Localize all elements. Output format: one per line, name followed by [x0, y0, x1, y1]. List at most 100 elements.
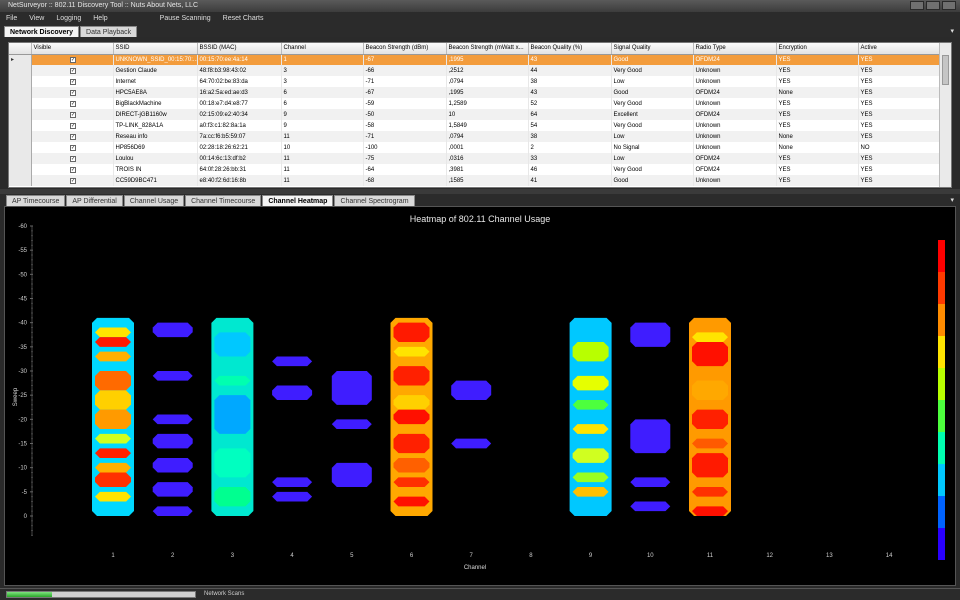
row-header[interactable]	[9, 164, 32, 175]
col-active[interactable]: Active	[858, 43, 941, 55]
table-row[interactable]: ✓ Loulou 00:14:6c:13:df:b2 11 -75,0316 33 Low O…	[9, 153, 941, 164]
col-radio-type[interactable]: Radio Type	[693, 43, 777, 55]
cell-active: YES	[858, 54, 941, 65]
scale-swatch	[938, 304, 945, 336]
cell-active: YES	[858, 87, 941, 98]
heatmap-cell-ch1	[95, 448, 131, 458]
table-row[interactable]: ✓ Gestion Claude 48:f8:b3:98:43:02 3 -66,251…	[9, 65, 941, 76]
visible-checkbox[interactable]: ✓	[31, 131, 114, 142]
visible-checkbox[interactable]: ✓	[31, 109, 114, 120]
row-header[interactable]	[9, 109, 32, 120]
checkbox[interactable]: ✓	[70, 133, 76, 140]
row-header[interactable]	[9, 65, 32, 76]
tab-data-playback[interactable]: Data Playback	[80, 26, 138, 37]
col-beacon-dbm[interactable]: Beacon Strength (dBm)	[363, 43, 447, 55]
cell-ssid: Reseau info	[113, 131, 198, 142]
checkbox[interactable]: ✓	[70, 122, 76, 129]
col-signal-quality[interactable]: Signal Quality	[611, 43, 694, 55]
heatmap-cell-ch1	[95, 351, 131, 362]
visible-checkbox[interactable]: ✓	[31, 175, 114, 186]
col-visible[interactable]: Visible	[31, 43, 114, 55]
visible-checkbox[interactable]: ✓	[31, 54, 114, 65]
table-row[interactable]: ✓ TROIS IN 64:0f:28:26:bb:31 11 -64,3981 46 Ve…	[9, 164, 941, 175]
cell-beacon-quality: 38	[528, 131, 612, 142]
menu-view[interactable]: View	[29, 15, 45, 22]
tab-channel-usage[interactable]: Channel Usage	[123, 195, 185, 206]
cell-channel: 10	[281, 142, 364, 153]
checkbox[interactable]: ✓	[70, 100, 76, 107]
table-row[interactable]: ✓ HPC5AE8A 16:a2:5a:ed:ae:d3 6 -67,1995 43 Goo…	[9, 87, 941, 98]
checkbox[interactable]: ✓	[70, 56, 76, 63]
table-row[interactable]: ✓ HP856D69 02:28:18:26:62:21 10 -100,0001 2 No…	[9, 142, 941, 153]
pin-down-icon-2[interactable]: ▾	[950, 197, 954, 204]
row-header[interactable]	[9, 153, 32, 164]
col-beacon-mwatt[interactable]: Beacon Strength (mWatt x...	[446, 43, 529, 55]
tab-ap-timecourse[interactable]: AP Timecourse	[6, 195, 66, 206]
panel-splitter[interactable]	[0, 189, 960, 194]
checkbox[interactable]: ✓	[70, 155, 76, 162]
col-bssid[interactable]: BSSID (MAC)	[197, 43, 282, 55]
cell-beacon-strength-mwatt-x: ,1585	[446, 175, 529, 186]
col-ssid[interactable]: SSID	[113, 43, 198, 55]
grid-scrollbar[interactable]	[939, 43, 951, 187]
row-header[interactable]	[9, 87, 32, 98]
col-channel[interactable]: Channel	[281, 43, 364, 55]
visible-checkbox[interactable]: ✓	[31, 98, 114, 109]
checkbox[interactable]: ✓	[70, 78, 76, 85]
tab-channel-timecourse[interactable]: Channel Timecourse	[185, 195, 262, 206]
checkbox[interactable]: ✓	[70, 144, 76, 151]
cell-beacon-quality: 38	[528, 76, 612, 87]
table-row[interactable]: ✓ Internet 64:70:02:be:83:da 3 -71,0794 38 Low…	[9, 76, 941, 87]
cell-beacon-strength-dbm: -50	[363, 109, 447, 120]
table-row[interactable]: ✓ CC59D9BC471 e8:40:f2:6d:16:8b 11 -68,1585 4…	[9, 175, 941, 186]
col-beacon-quality[interactable]: Beacon Quality (%)	[528, 43, 612, 55]
scale-swatch	[938, 240, 945, 272]
row-header[interactable]	[9, 76, 32, 87]
table-row[interactable]: ✓ Reseau info 7a:cc:f6:b5:59:07 11 -71,0794 3…	[9, 131, 941, 142]
checkbox[interactable]: ✓	[70, 177, 76, 184]
scrollbar-thumb[interactable]	[942, 55, 949, 85]
scale-swatch	[938, 272, 945, 304]
reset-charts-button[interactable]: Reset Charts	[222, 15, 264, 22]
visible-checkbox[interactable]: ✓	[31, 65, 114, 76]
table-row[interactable]: ▸ ✓ UNKNOWN_SSID_00:15:70:... 00:15:70:ee:4…	[9, 54, 941, 65]
visible-checkbox[interactable]: ✓	[31, 87, 114, 98]
tab-ap-differential[interactable]: AP Differential	[66, 195, 123, 206]
row-header[interactable]: ▸	[9, 54, 32, 65]
minimize-button[interactable]	[910, 1, 924, 10]
tab-channel-heatmap[interactable]: Channel Heatmap	[262, 195, 334, 206]
visible-checkbox[interactable]: ✓	[31, 164, 114, 175]
col-encryption[interactable]: Encryption	[776, 43, 859, 55]
tab-channel-spectrogram[interactable]: Channel Spectrogram	[334, 195, 415, 206]
cell-beacon-strength-dbm: -58	[363, 120, 447, 131]
cell-signal-quality: Very Good	[611, 98, 694, 109]
cell-signal-quality: No Signal	[611, 142, 694, 153]
table-row[interactable]: ✓ BigBlackMachine 00:18:e7:d4:e8:77 6 -59 1,2…	[9, 98, 941, 109]
checkbox[interactable]: ✓	[70, 89, 76, 96]
cell-encryption: YES	[776, 65, 859, 76]
visible-checkbox[interactable]: ✓	[31, 153, 114, 164]
cell-radio-type: Unknown	[693, 98, 777, 109]
table-row[interactable]: ✓ DIRECT-jGB1160w 02:15:09:e2:40:34 9 -50 10 6…	[9, 109, 941, 120]
row-header[interactable]	[9, 120, 32, 131]
row-header[interactable]	[9, 98, 32, 109]
menu-logging[interactable]: Logging	[56, 15, 82, 22]
close-button[interactable]	[942, 1, 956, 10]
menu-file[interactable]: File	[6, 15, 18, 22]
menu-help[interactable]: Help	[93, 15, 108, 22]
tab-network-discovery[interactable]: Network Discovery	[4, 26, 80, 37]
row-header[interactable]	[9, 142, 32, 153]
checkbox[interactable]: ✓	[70, 166, 76, 173]
pause-scanning-button[interactable]: Pause Scanning	[159, 15, 211, 22]
checkbox[interactable]: ✓	[70, 67, 76, 74]
pin-down-icon[interactable]: ▾	[950, 28, 954, 35]
visible-checkbox[interactable]: ✓	[31, 120, 114, 131]
row-header[interactable]	[9, 131, 32, 142]
cell-channel: 3	[281, 76, 364, 87]
visible-checkbox[interactable]: ✓	[31, 76, 114, 87]
checkbox[interactable]: ✓	[70, 111, 76, 118]
visible-checkbox[interactable]: ✓	[31, 142, 114, 153]
maximize-button[interactable]	[926, 1, 940, 10]
row-header[interactable]	[9, 175, 32, 186]
table-row[interactable]: ✓ TP-LINK_828A1A a0:f3:c1:82:8a:1a 9 -58 1,58…	[9, 120, 941, 131]
